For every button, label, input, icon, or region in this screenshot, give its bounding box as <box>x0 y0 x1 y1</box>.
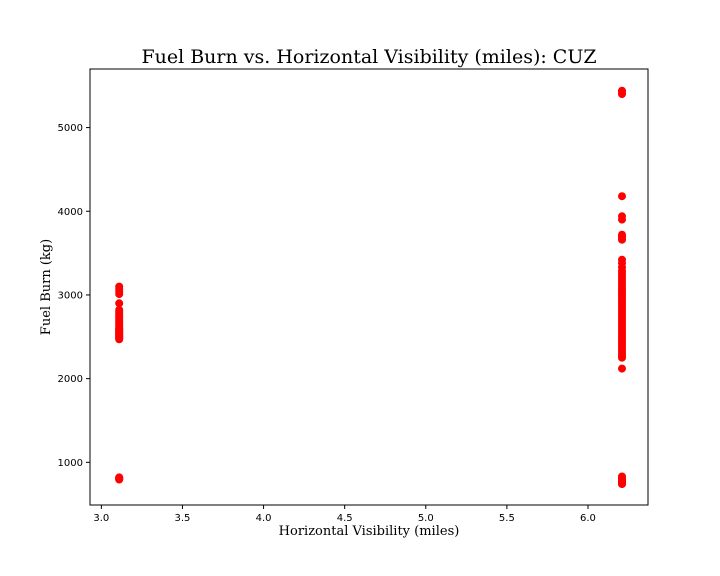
x-axis: 3.0 3.5 4.0 4.5 5.0 5.5 6.0 <box>93 505 596 524</box>
data-point <box>115 299 124 308</box>
x-axis-label: Horizontal Visibility (miles) <box>279 524 460 539</box>
x-tick-label: 5.5 <box>499 513 515 524</box>
chart-title: Fuel Burn vs. Horizontal Visibility (mil… <box>141 46 596 68</box>
data-point <box>618 480 626 489</box>
data-point <box>115 290 124 299</box>
y-tick-label: 1000 <box>58 458 83 469</box>
data-point <box>618 364 626 373</box>
x-tick-label: 4.5 <box>337 513 353 524</box>
x-tick-label: 5.0 <box>418 513 434 524</box>
data-point <box>618 215 626 224</box>
x-tick-label: 3.0 <box>93 513 109 524</box>
y-axis-label: Fuel Burn (kg) <box>39 239 54 335</box>
plot-area <box>89 68 649 506</box>
y-tick-label: 2000 <box>58 374 83 385</box>
x-tick-label: 3.5 <box>175 513 191 524</box>
y-tick-label: 5000 <box>58 123 83 134</box>
x-tick-label: 4.0 <box>256 513 272 524</box>
data-point <box>618 90 626 99</box>
y-tick-label: 3000 <box>58 290 83 301</box>
data-point <box>618 235 626 244</box>
data-point <box>115 335 124 344</box>
y-axis: 1000 2000 3000 4000 5000 <box>58 123 90 469</box>
data-point <box>618 192 626 201</box>
y-tick-label: 4000 <box>58 207 83 218</box>
x-tick-label: 6.0 <box>580 513 596 524</box>
data-point <box>618 353 626 362</box>
data-point <box>115 475 124 484</box>
data-points <box>115 86 626 489</box>
